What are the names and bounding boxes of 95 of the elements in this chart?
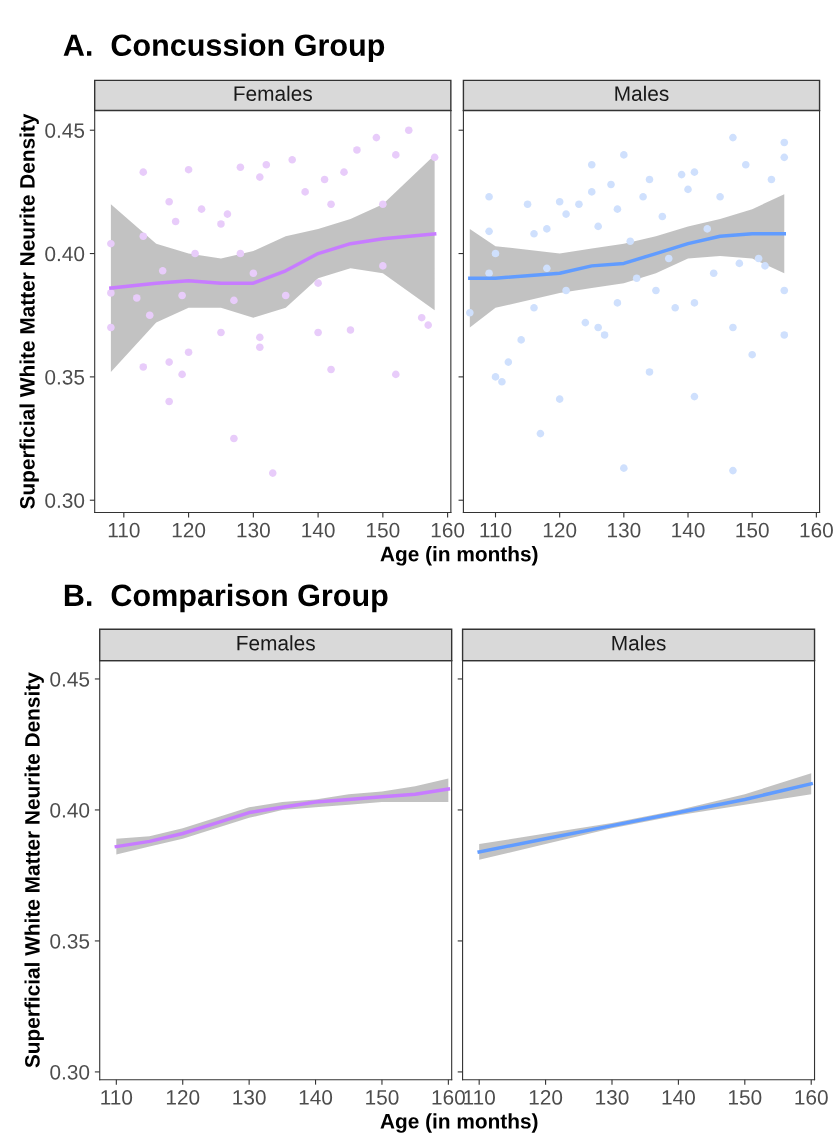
point [107, 323, 115, 332]
point [230, 434, 238, 443]
x-tick-label: 110 [108, 522, 140, 538]
point [107, 239, 115, 248]
point [139, 168, 148, 176]
point [392, 151, 400, 159]
point [249, 269, 258, 278]
y-tick-label: 0.45 [45, 123, 85, 138]
chart-subtitle: Females [234, 85, 312, 101]
point [256, 333, 264, 342]
y-tick-label: 0.35 [45, 369, 85, 385]
y-tick-label: 0.40 [50, 802, 90, 818]
chart-title: A. Concussion Group [63, 33, 385, 63]
point [191, 249, 199, 258]
chart-title: B. Comparison Group [64, 583, 388, 613]
point [132, 294, 141, 302]
x-tick-label: 150 [729, 1090, 762, 1105]
chart-subtitle: Females [237, 635, 315, 651]
point [353, 146, 361, 154]
point [346, 326, 355, 334]
point [236, 249, 245, 258]
point [301, 188, 309, 196]
x-tick-label: 140 [672, 522, 705, 538]
x-tick-label: 120 [529, 1090, 563, 1105]
x-tick-label: 130 [608, 522, 641, 538]
x-tick-label: 160 [795, 1090, 828, 1105]
point [158, 267, 167, 275]
x-tick-label: 150 [367, 522, 400, 538]
y-tick-label: 0.35 [50, 933, 90, 949]
point [340, 168, 348, 176]
x-tick-label: 140 [302, 522, 335, 538]
x-tick-label: 130 [233, 1090, 266, 1105]
point [139, 232, 148, 241]
y-axis-title: Superficial White Matter Neurite Density [24, 672, 44, 1068]
point [268, 469, 277, 477]
x-tick-label: 160 [432, 1090, 465, 1105]
point [372, 133, 381, 142]
x-tick-label: 110 [101, 1090, 133, 1105]
y-tick-label: 0.45 [50, 671, 90, 687]
point [327, 200, 335, 209]
point [379, 200, 387, 209]
point [107, 289, 115, 297]
point [314, 328, 322, 337]
point [197, 205, 206, 213]
point [217, 220, 225, 228]
point [404, 126, 413, 135]
x-tick-label: 130 [237, 522, 270, 538]
x-axis-title: Age (in months) [380, 1113, 538, 1133]
x-tick-label: 140 [299, 1090, 333, 1105]
point [256, 173, 264, 181]
point [417, 313, 426, 322]
x-tick-label: 160 [800, 522, 833, 538]
point [424, 321, 432, 329]
line-series [114, 787, 451, 849]
point [430, 153, 439, 162]
point [165, 358, 173, 366]
x-tick-label: 150 [736, 522, 769, 538]
point [320, 175, 329, 184]
y-tick-label: 0.30 [45, 493, 85, 508]
x-tick-label: 150 [366, 1090, 399, 1105]
point [314, 279, 322, 287]
point [178, 291, 186, 300]
point [327, 365, 335, 374]
chart-subtitle: Males [615, 85, 669, 101]
point [178, 370, 186, 379]
point [217, 328, 225, 337]
point [379, 262, 387, 270]
point [288, 156, 296, 164]
point [392, 370, 400, 379]
x-tick-label: 160 [431, 522, 465, 538]
point [236, 163, 245, 172]
x-tick-label: 110 [480, 522, 512, 538]
point [139, 363, 148, 371]
x-tick-label: 120 [172, 522, 206, 538]
point [165, 397, 173, 406]
y-axis-title: Superficial White Matter Neurite Density [19, 113, 39, 509]
point [165, 197, 173, 206]
point [281, 291, 290, 300]
point [184, 165, 193, 174]
y-tick-label: 0.30 [50, 1064, 90, 1080]
point [184, 348, 193, 357]
x-tick-label: 120 [166, 1090, 200, 1105]
x-tick-label: 110 [464, 1090, 495, 1105]
point [223, 210, 232, 218]
y-tick-label: 0.40 [45, 246, 85, 262]
x-tick-label: 140 [662, 1090, 695, 1105]
point [230, 296, 238, 305]
point [256, 343, 264, 352]
x-tick-label: 130 [596, 1090, 629, 1105]
x-tick-label: 120 [543, 522, 577, 538]
point [145, 311, 154, 320]
point [171, 217, 180, 226]
chart-subtitle: Males [612, 635, 666, 651]
x-axis-title: Age (in months) [380, 546, 538, 566]
point [262, 160, 271, 169]
